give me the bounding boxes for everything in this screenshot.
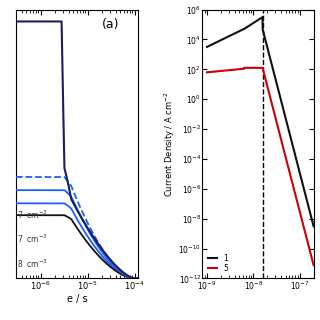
X-axis label: e / s: e / s <box>67 293 87 304</box>
Legend: 1, 5: 1, 5 <box>206 252 229 275</box>
Text: (a): (a) <box>101 19 119 31</box>
Text: 7  cm$^{-3}$: 7 cm$^{-3}$ <box>17 209 48 221</box>
Y-axis label: Current Density / A cm$^{-2}$: Current Density / A cm$^{-2}$ <box>163 91 177 197</box>
Text: 8  cm$^{-3}$: 8 cm$^{-3}$ <box>17 257 48 270</box>
Text: 7  cm$^{-3}$: 7 cm$^{-3}$ <box>17 233 48 245</box>
